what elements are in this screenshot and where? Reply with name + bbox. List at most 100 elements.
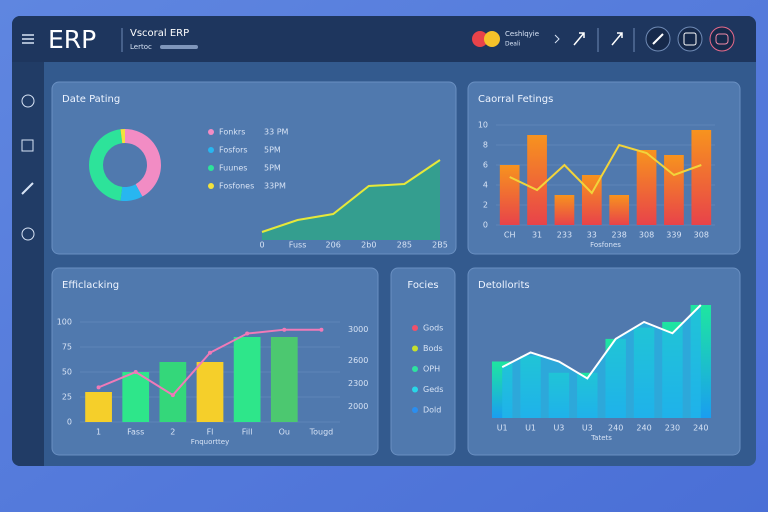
x-tick-label: 233 xyxy=(557,231,572,240)
bar xyxy=(527,135,547,225)
bar xyxy=(499,165,520,225)
bar xyxy=(233,337,261,422)
panel-title: Focies xyxy=(407,280,438,291)
y-tick-label: 2 xyxy=(483,201,488,210)
x-axis-label: Fnquorttey xyxy=(191,438,229,446)
x-tick-label: 2b0 xyxy=(361,241,376,250)
legend-dot xyxy=(412,407,418,413)
panel xyxy=(390,267,456,456)
y-tick-label: 25 xyxy=(62,393,72,402)
bar xyxy=(664,155,684,225)
x-axis-label: Fosfones xyxy=(590,241,621,249)
nav-icon[interactable] xyxy=(21,182,34,195)
legend-dot xyxy=(412,345,418,352)
x-tick-label: Fill xyxy=(242,428,253,437)
x-tick-label: 240 xyxy=(636,424,651,433)
legend-value: 5PM xyxy=(264,164,281,173)
x-tick-label: 308 xyxy=(694,231,709,240)
point xyxy=(208,350,212,355)
x-tick-label: 339 xyxy=(666,231,681,240)
legend-dot xyxy=(208,129,214,135)
app-title: Vscoral ERP xyxy=(130,28,189,39)
y2-tick-label: 2300 xyxy=(348,379,368,388)
icon xyxy=(715,33,729,45)
menu-icon[interactable] xyxy=(22,34,34,44)
point xyxy=(319,327,324,332)
donut-slice xyxy=(89,129,123,201)
progress xyxy=(160,45,198,49)
nav-icon[interactable] xyxy=(21,227,35,241)
x-tick-label: 31 xyxy=(532,231,542,240)
sidebar xyxy=(12,62,44,466)
icon[interactable] xyxy=(573,32,585,46)
y-tick-label: 75 xyxy=(62,343,72,352)
bar xyxy=(554,195,575,225)
icon-button[interactable] xyxy=(709,26,735,52)
legend-name: Fuunes xyxy=(219,164,247,173)
avatar[interactable] xyxy=(472,31,488,47)
x-tick-label: 2 xyxy=(170,428,175,437)
content: Date Pating Caorral Fetings Efficlacking Fo… xyxy=(51,81,741,456)
legend-name: Fosfors xyxy=(219,146,248,155)
legend-dot xyxy=(208,147,214,153)
user-role: Deali xyxy=(505,41,521,48)
point xyxy=(245,331,250,336)
legend-dot xyxy=(412,366,418,372)
x-tick-label: Fass xyxy=(127,428,144,437)
bar xyxy=(122,372,150,422)
x-tick-label: 230 xyxy=(665,424,680,433)
x-tick-label: 33 xyxy=(587,231,597,240)
icon xyxy=(683,32,697,46)
chevron[interactable] xyxy=(554,34,560,44)
y-tick-label: 4 xyxy=(483,181,488,190)
legend-dot xyxy=(412,325,418,331)
area-fill xyxy=(502,305,701,418)
bar xyxy=(270,337,298,422)
logo: ERP xyxy=(48,25,96,54)
legend-value: 5PM xyxy=(264,146,281,155)
x-axis-label: Tatets xyxy=(590,434,612,442)
nav-icon[interactable] xyxy=(21,94,35,108)
bar xyxy=(691,130,712,225)
legend-name: Bods xyxy=(423,344,443,353)
point xyxy=(133,370,138,374)
line xyxy=(509,143,702,195)
y2-tick-label: 2600 xyxy=(348,356,368,365)
x-tick-label: U3 xyxy=(553,424,564,433)
icon[interactable] xyxy=(611,32,623,46)
x-tick-label: 206 xyxy=(326,241,341,250)
legend-dot xyxy=(412,386,418,393)
y-tick-label: 0 xyxy=(67,418,72,427)
x-tick-label: U1 xyxy=(497,424,508,433)
icon-button[interactable] xyxy=(677,26,703,52)
bar xyxy=(159,362,187,422)
x-tick-label: 0 xyxy=(259,241,264,250)
icon xyxy=(652,33,664,45)
legend-name: OPH xyxy=(423,365,440,374)
x-tick-label: CH xyxy=(504,231,516,240)
y-tick-label: 8 xyxy=(483,141,488,150)
point xyxy=(170,393,175,398)
x-tick-label: 308 xyxy=(639,231,654,240)
user-name: Ceshlqyie xyxy=(505,30,539,38)
avatar[interactable] xyxy=(484,31,500,47)
legend-name: Geds xyxy=(423,385,443,394)
x-tick-label: 1 xyxy=(96,428,101,437)
x-tick-label: Fl xyxy=(207,428,214,437)
app-subtitle: Lertoc xyxy=(130,43,152,51)
x-tick-label: Ou xyxy=(279,428,290,437)
header-bar xyxy=(12,16,756,62)
x-tick-label: U1 xyxy=(525,424,536,433)
x-tick-label: U3 xyxy=(582,424,593,433)
x-tick-label: Fuss xyxy=(289,241,307,250)
legend-value: 33PM xyxy=(264,182,286,191)
y-tick-label: 10 xyxy=(478,121,488,130)
panel-title: Date Pating xyxy=(62,94,120,105)
nav-icon[interactable] xyxy=(21,139,34,152)
bar xyxy=(196,362,224,422)
x-tick-label: 2B5 xyxy=(432,241,448,250)
panel-title: Detollorits xyxy=(478,280,530,291)
x-tick-label: 238 xyxy=(612,231,627,240)
